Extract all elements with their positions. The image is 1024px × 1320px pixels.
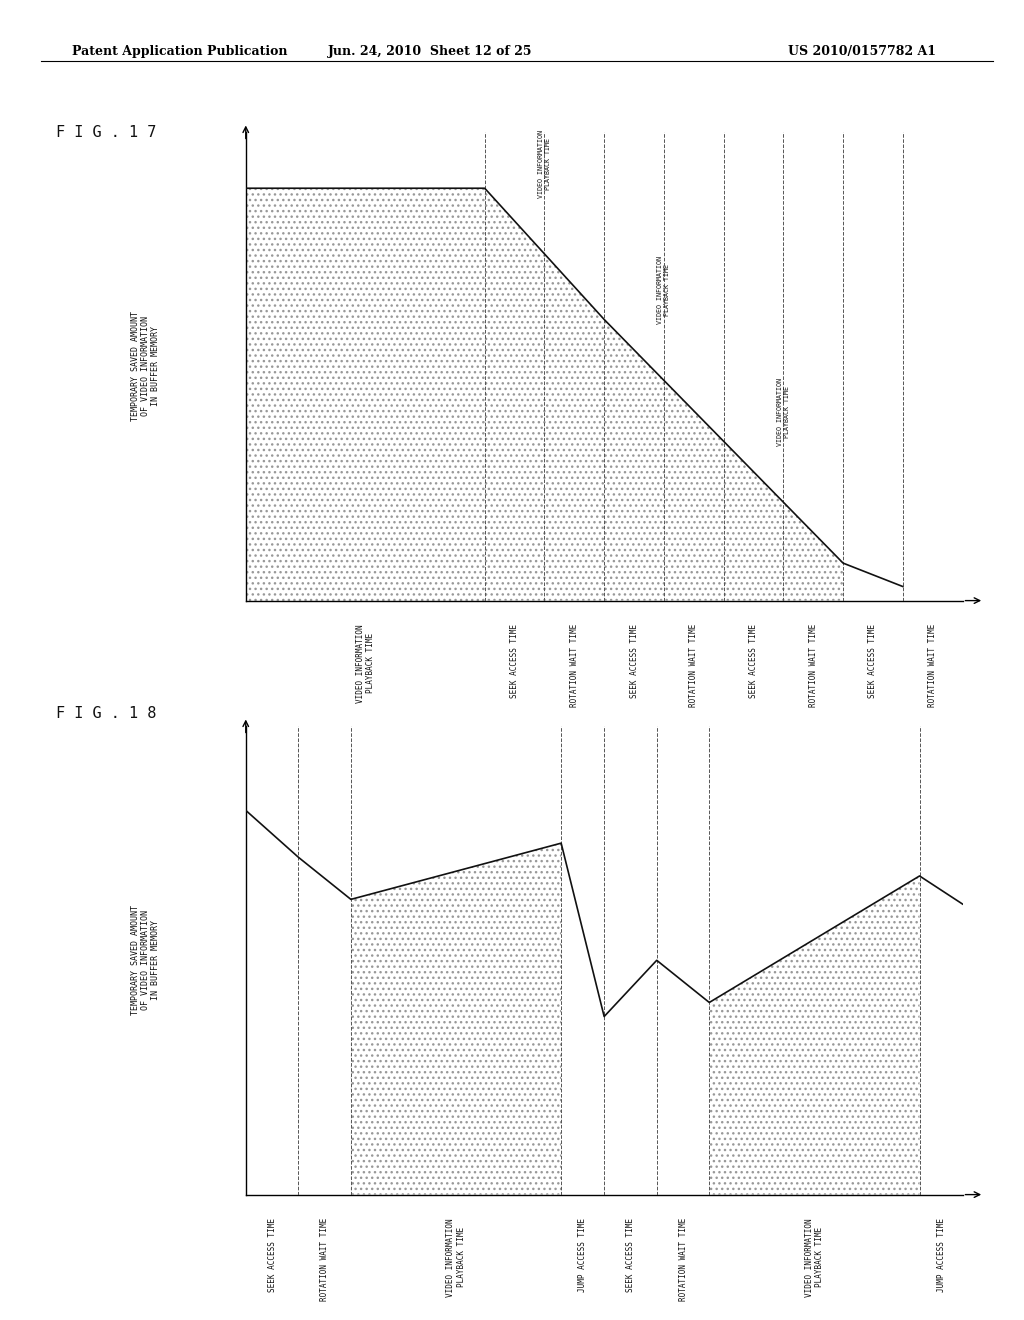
- Text: SEEK ACCESS TIME: SEEK ACCESS TIME: [630, 624, 639, 698]
- Text: VIDEO INFORMATION
PLAYBACK TIME: VIDEO INFORMATION PLAYBACK TIME: [538, 129, 551, 198]
- Text: TEMPORARY SAVED AMOUNT
OF VIDEO INFORMATION
IN BUFFER MEMORY: TEMPORARY SAVED AMOUNT OF VIDEO INFORMAT…: [130, 906, 161, 1015]
- Text: VIDEO INFORMATION
PLAYBACK TIME: VIDEO INFORMATION PLAYBACK TIME: [805, 1218, 824, 1296]
- Text: F I G . 1 7: F I G . 1 7: [56, 125, 157, 140]
- Text: ROTATION WAIT TIME: ROTATION WAIT TIME: [809, 624, 818, 708]
- Text: F I G . 1 8: F I G . 1 8: [56, 706, 157, 721]
- Text: SEEK ACCESS TIME: SEEK ACCESS TIME: [267, 1218, 276, 1292]
- Text: SEEK ACCESS TIME: SEEK ACCESS TIME: [626, 1218, 635, 1292]
- Text: VIDEO INFORMATION
PLAYBACK TIME: VIDEO INFORMATION PLAYBACK TIME: [777, 378, 790, 446]
- Text: Patent Application Publication: Patent Application Publication: [72, 45, 287, 58]
- Text: VIDEO INFORMATION
PLAYBACK TIME: VIDEO INFORMATION PLAYBACK TIME: [657, 256, 671, 325]
- Text: ROTATION WAIT TIME: ROTATION WAIT TIME: [689, 624, 698, 708]
- Text: ROTATION WAIT TIME: ROTATION WAIT TIME: [569, 624, 579, 708]
- Text: ROTATION WAIT TIME: ROTATION WAIT TIME: [928, 624, 937, 708]
- Text: ROTATION WAIT TIME: ROTATION WAIT TIME: [321, 1218, 329, 1302]
- Text: ROTATION WAIT TIME: ROTATION WAIT TIME: [679, 1218, 687, 1302]
- Text: JUMP ACCESS TIME: JUMP ACCESS TIME: [937, 1218, 945, 1292]
- Text: SEEK ACCESS TIME: SEEK ACCESS TIME: [749, 624, 758, 698]
- Text: US 2010/0157782 A1: US 2010/0157782 A1: [788, 45, 937, 58]
- Text: TEMPORARY SAVED AMOUNT
OF VIDEO INFORMATION
IN BUFFER MEMORY: TEMPORARY SAVED AMOUNT OF VIDEO INFORMAT…: [130, 312, 161, 421]
- Text: SEEK ACCESS TIME: SEEK ACCESS TIME: [510, 624, 519, 698]
- Text: VIDEO INFORMATION
PLAYBACK TIME: VIDEO INFORMATION PLAYBACK TIME: [355, 624, 375, 702]
- Text: VIDEO INFORMATION
PLAYBACK TIME: VIDEO INFORMATION PLAYBACK TIME: [446, 1218, 466, 1296]
- Text: JUMP ACCESS TIME: JUMP ACCESS TIME: [579, 1218, 587, 1292]
- Text: SEEK ACCESS TIME: SEEK ACCESS TIME: [868, 624, 878, 698]
- Text: Jun. 24, 2010  Sheet 12 of 25: Jun. 24, 2010 Sheet 12 of 25: [328, 45, 532, 58]
